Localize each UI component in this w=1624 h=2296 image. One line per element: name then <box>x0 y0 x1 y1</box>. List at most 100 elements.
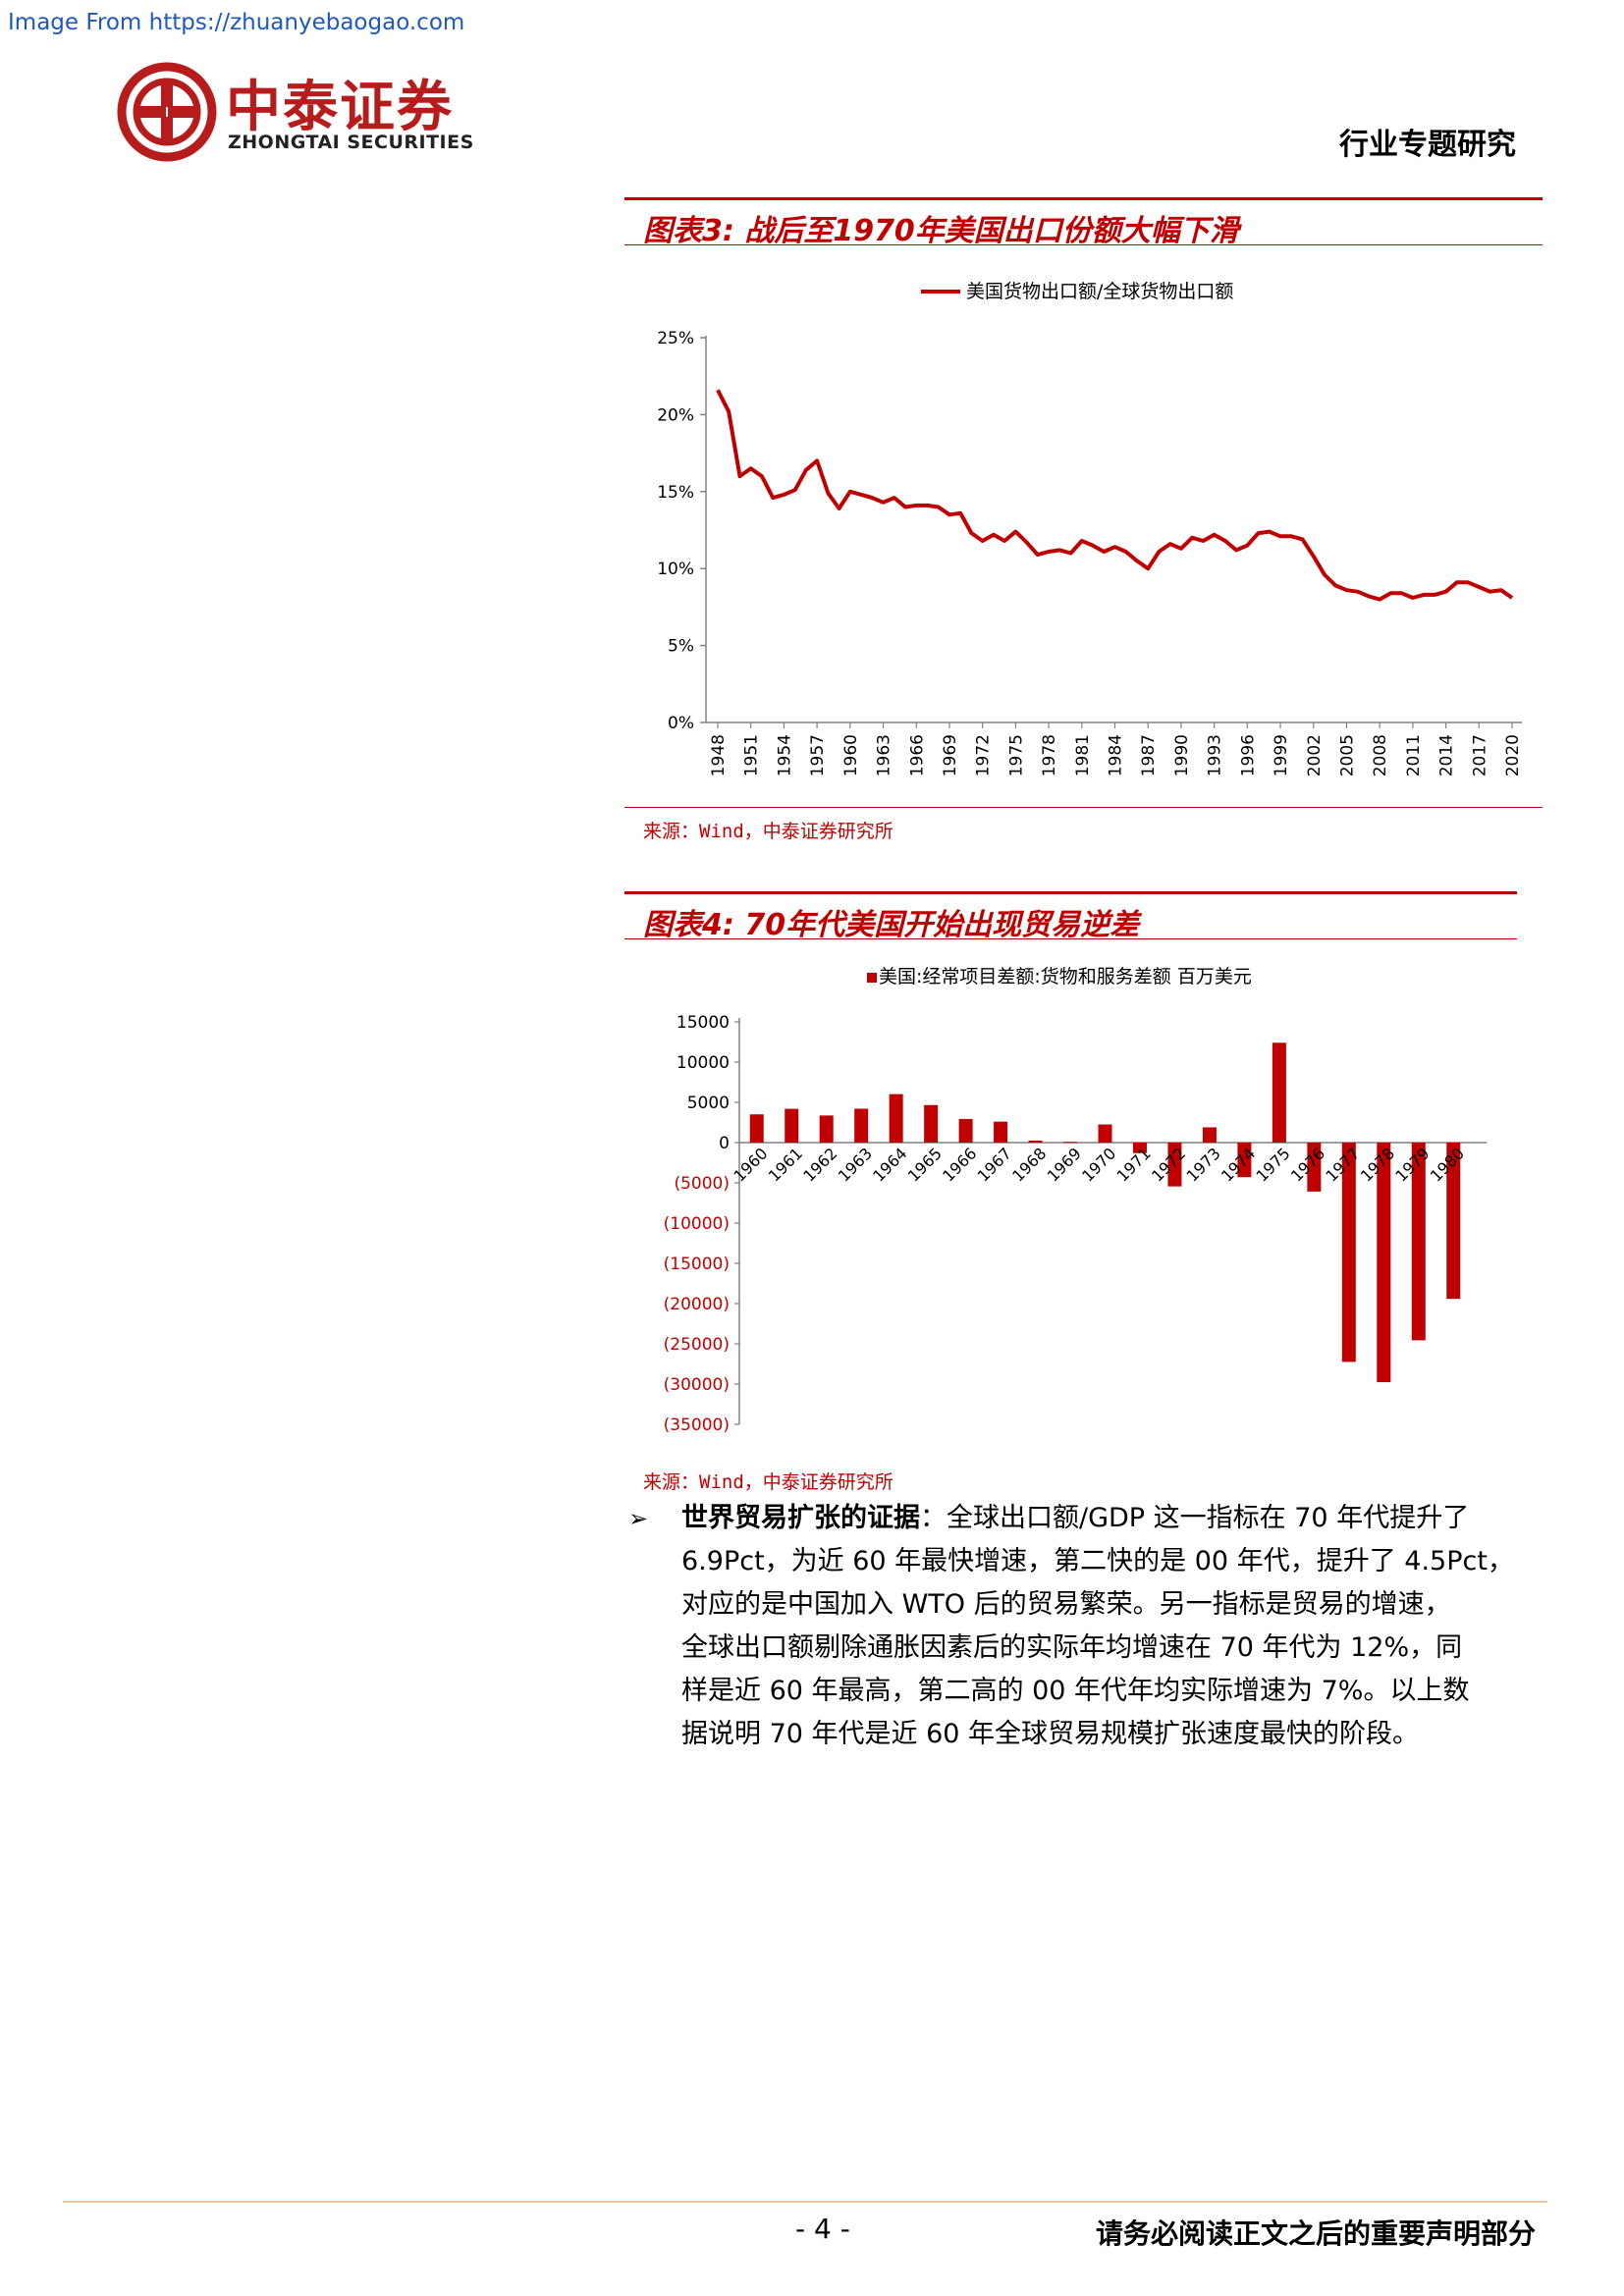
chart2-bar <box>819 1115 834 1143</box>
paragraph-line-2: 6.9Pct，为近 60 年最快增速，第二快的是 00 年代，提升了 4.5Pc… <box>681 1546 1514 1576</box>
chart1-x-tick-label: 2005 <box>1337 734 1357 776</box>
chart2-y-tick-label: 10000 <box>677 1053 730 1073</box>
chart2-y-tick-label: 5000 <box>687 1094 730 1113</box>
chart1-x-tick-label: 1987 <box>1139 734 1159 776</box>
chart1-x-tick-label: 1951 <box>742 734 762 776</box>
chart2-x-tick-label: 1973 <box>1183 1144 1224 1185</box>
company-logo: 中泰证券 ZHONGTAI SECURITIES <box>116 61 509 165</box>
logo-chinese-name: 中泰证券 <box>226 76 454 139</box>
figure3-top-rule <box>624 197 1543 200</box>
logo-emblem-icon <box>117 62 217 162</box>
footer-disclaimer: 请务必阅读正文之后的重要声明部分 <box>1095 2217 1536 2250</box>
paragraph-line-6: 据说明 70 年代是近 60 年全球贸易规模扩张速度最快的阶段。 <box>681 1719 1420 1749</box>
chart2-x-tick-label: 1962 <box>799 1144 840 1185</box>
logo-english-name: ZHONGTAI SECURITIES <box>228 132 474 153</box>
figure4-top-rule <box>624 891 1517 894</box>
chart2-y-tick-label: (25000) <box>664 1335 730 1355</box>
chart1-y-tick-label: 10% <box>657 560 694 579</box>
paragraph-line-5: 样是近 60 年最高，第二高的 00 年代年均实际增速为 7%。以上数 <box>681 1676 1470 1706</box>
chart1-y-tick-label: 5% <box>668 637 694 657</box>
chart1-x-tick-label: 1972 <box>974 734 994 776</box>
chart1-x-tick-label: 1948 <box>709 734 729 776</box>
chart1-x-tick-label: 1960 <box>841 734 861 776</box>
chart1-x-tick-label: 1954 <box>775 734 794 776</box>
chart1-x-tick-label: 1966 <box>907 734 927 776</box>
figure3-source: 来源：Wind，中泰证券研究所 <box>643 821 893 842</box>
chart1-x-tick-label: 2002 <box>1305 734 1325 776</box>
chart1-y-tick-label: 15% <box>657 483 694 503</box>
chart1-x-tick-label: 1984 <box>1107 734 1126 776</box>
watermark-text[interactable]: Image From https://zhuanyebaogao.com <box>8 10 465 35</box>
chart2-y-tick-label: (15000) <box>664 1255 730 1274</box>
chart1-series-line <box>716 389 1514 602</box>
chart2-bar <box>785 1108 799 1143</box>
chart2-y-tick-label: 15000 <box>677 1013 730 1033</box>
paragraph-line-1: ：全球出口额/GDP 这一指标在 70 年代提升了 <box>920 1503 1470 1533</box>
chart2-bar <box>889 1094 903 1143</box>
report-category: 行业专题研究 <box>1339 128 1516 162</box>
chart2-bar <box>1202 1127 1217 1143</box>
chart2-x-tick-label: 1975 <box>1252 1144 1293 1185</box>
chart1-x-tick-label: 2008 <box>1371 734 1390 776</box>
chart1-legend-label: 美国货物出口额/全球货物出口额 <box>966 281 1233 302</box>
page-number: - 4 - <box>795 2213 850 2245</box>
chart2-bar <box>1446 1143 1461 1300</box>
chart1-x-tick-label: 1957 <box>808 734 828 776</box>
chart2-y-tick-label: (5000) <box>674 1174 730 1194</box>
chart2-bar <box>1377 1143 1391 1383</box>
chart2-x-tick-label: 1968 <box>1008 1144 1050 1185</box>
us-export-share-line-chart: 美国货物出口额/全球货物出口额 0% 5% 10% 15% 20% 25% 1948 195… <box>657 281 1523 776</box>
paragraph-lead: 世界贸易扩张的证据 <box>681 1503 920 1533</box>
figure3-title-rule <box>624 244 1543 245</box>
figure3-bottom-rule <box>624 807 1543 808</box>
chart2-bar <box>1307 1143 1322 1192</box>
chart2-bar <box>1098 1124 1112 1143</box>
figure4-title: 图表4: 70年代美国开始出现贸易逆差 <box>643 908 1140 942</box>
chart2-y-tick-label: (30000) <box>664 1375 730 1395</box>
chart1-x-tick-label: 1978 <box>1040 734 1059 776</box>
figure3-title: 图表3: 战后至1970年美国出口份额大幅下滑 <box>643 214 1239 248</box>
chart2-x-tick-label: 1969 <box>1044 1144 1085 1185</box>
bullet-arrow-icon: ➢ <box>628 1505 649 1532</box>
chart1-x-tick-label: 1969 <box>941 734 960 776</box>
chart2-bar <box>1411 1143 1426 1341</box>
chart1-y-tick-label: 0% <box>668 714 694 733</box>
paragraph-line-4: 全球出口额剔除通胀因素后的实际年均增速在 70 年代为 12%，同 <box>681 1632 1463 1663</box>
chart2-bar <box>1237 1143 1252 1178</box>
figure4-source: 来源：Wind，中泰证券研究所 <box>643 1471 893 1493</box>
chart2-bar <box>854 1108 869 1143</box>
chart2-bar <box>958 1118 973 1143</box>
chart2-bar <box>749 1114 764 1143</box>
chart2-y-tick-label: 0 <box>719 1134 730 1153</box>
chart2-x-tick-label: 1961 <box>765 1144 806 1185</box>
chart1-x-tick-label: 1999 <box>1272 734 1291 776</box>
chart2-bar <box>1132 1143 1147 1153</box>
chart2-legend-label: 美国:经常项目差额:货物和服务差额 百万美元 <box>879 966 1252 988</box>
figure4-title-rule <box>624 938 1517 939</box>
analysis-paragraph: ➢ 世界贸易扩张的证据：全球出口额/GDP 这一指标在 70 年代提升了 6.9… <box>628 1497 1532 1756</box>
chart2-bar <box>1063 1142 1078 1144</box>
us-trade-balance-bar-chart: 美国:经常项目差额:货物和服务差额 百万美元 15000 10000 5000 0 (5… <box>664 966 1487 1435</box>
chart1-x-tick-label: 1993 <box>1206 734 1225 776</box>
chart2-bar <box>994 1121 1008 1143</box>
chart2-x-tick-label: 1965 <box>904 1144 946 1185</box>
chart2-x-tick-label: 1963 <box>835 1144 876 1185</box>
chart1-x-tick-label: 1963 <box>875 734 894 776</box>
chart2-bar <box>924 1104 939 1143</box>
chart1-x-tick-label: 2011 <box>1404 734 1424 776</box>
chart2-x-tick-label: 1967 <box>974 1144 1015 1185</box>
chart2-y-tick-label: (20000) <box>664 1295 730 1314</box>
chart2-bar <box>1272 1042 1286 1143</box>
chart2-x-tick-label: 1964 <box>869 1144 910 1185</box>
paragraph-line-3: 对应的是中国加入 WTO 后的贸易繁荣。另一指标是贸易的增速， <box>681 1589 1451 1620</box>
chart1-x-tick-label: 1990 <box>1172 734 1192 776</box>
chart2-legend-swatch <box>867 973 877 983</box>
chart2-bar <box>1341 1143 1356 1362</box>
chart2-bar <box>1028 1140 1043 1143</box>
chart2-y-tick-label: (10000) <box>664 1214 730 1234</box>
chart1-y-tick-label: 25% <box>657 329 694 348</box>
chart1-x-tick-label: 2017 <box>1470 734 1489 776</box>
chart1-y-tick-label: 20% <box>657 405 694 425</box>
chart2-bar <box>1167 1143 1182 1187</box>
chart2-x-tick-label: 1970 <box>1078 1144 1119 1185</box>
